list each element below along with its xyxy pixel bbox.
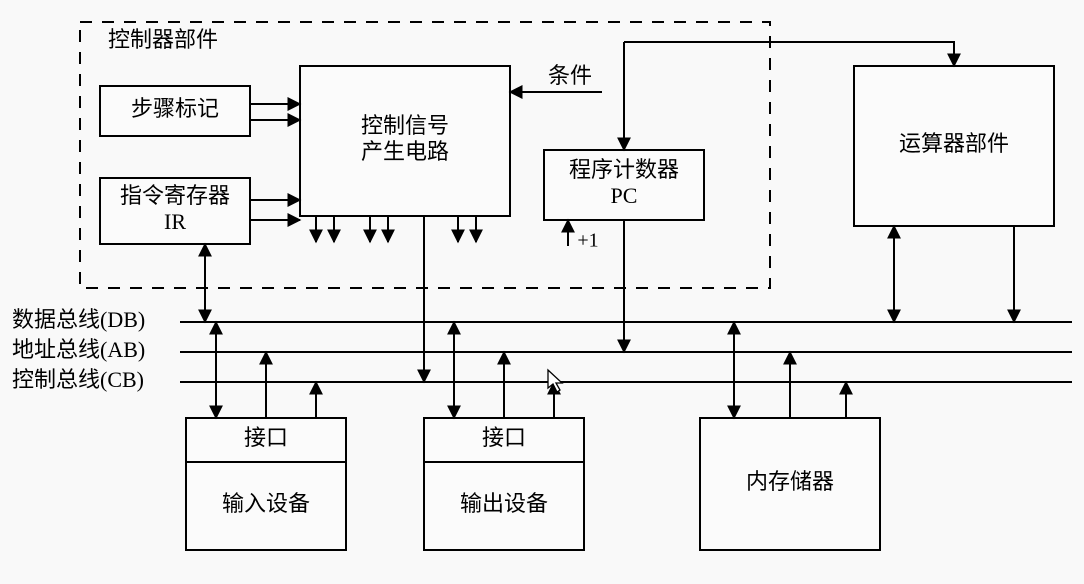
block-in_dev-label: 输入设备 [222,491,310,516]
controller-label: 控制器部件 [108,27,218,52]
block-memory-label: 内存储器 [746,469,834,494]
block-pc-label: 程序计数器 [569,157,679,182]
block-alu-label: 运算器部件 [899,131,1009,156]
pc-increment-label: +1 [577,230,598,252]
block-pc-label: PC [611,183,638,208]
blocks-group: 步骤标记指令寄存器IR 控制信号产生电路程序计数器PC 运算器部件接口输入设备 接口输… [100,66,1054,550]
block-ctrl_gen-label: 产生电路 [361,139,449,164]
block-ir-label: IR [164,209,186,234]
edge-top-alu [624,42,954,66]
block-step_marker-label: 步骤标记 [131,96,219,121]
buses-group: 数据总线(DB) 地址总线(AB) 控制总线(CB) [12,307,1072,392]
cursor-icon [548,370,562,392]
block-diagram: 控制器部件 步骤标记指令寄存器IR 控制信号产生电路程序计数器PC 运算器部件接口输… [0,0,1084,584]
condition-label: 条件 [548,63,592,88]
block-ctrl_gen-label: 控制信号 [361,113,449,138]
block-in_if-label: 接口 [244,425,288,450]
block-out_if-label: 接口 [482,425,526,450]
bus-label-0: 数据总线(DB) [12,307,145,332]
block-out_dev-label: 输出设备 [460,491,548,516]
bus-label-1: 地址总线(AB) [12,337,145,362]
bus-label-2: 控制总线(CB) [12,367,144,392]
block-ir-label: 指令寄存器 [120,183,230,208]
